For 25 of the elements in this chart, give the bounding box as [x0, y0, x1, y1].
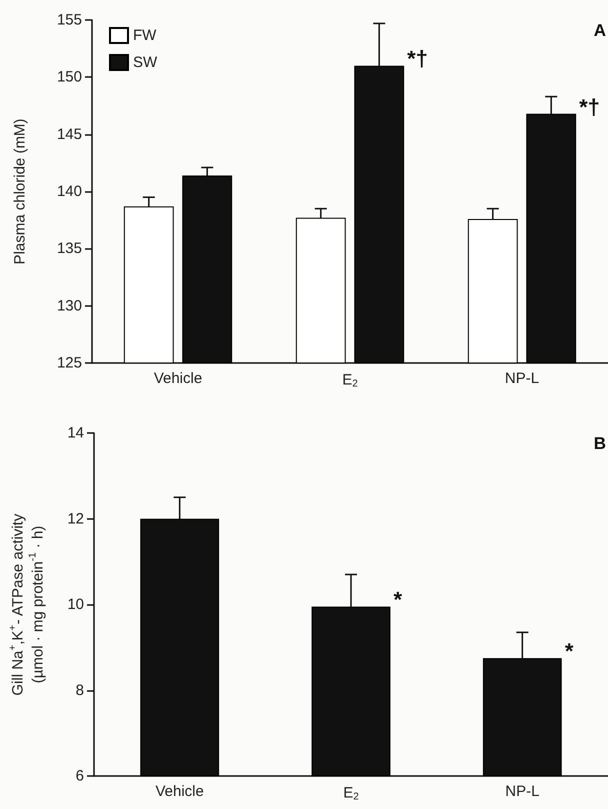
- y-tick-label: 125: [56, 354, 82, 372]
- annotation: *: [394, 587, 403, 612]
- y-tick-label: 14: [67, 424, 84, 442]
- y-tick-label: 140: [56, 183, 82, 200]
- x-tick-label: Vehicle: [155, 783, 204, 800]
- annotation: *†: [579, 94, 600, 120]
- x-tick-label: NP-L: [504, 370, 540, 387]
- y-tick-label: 135: [56, 240, 82, 258]
- y-tick-label: 12: [67, 510, 84, 528]
- y-tick-label: 6: [76, 768, 84, 784]
- y-tick-label: 8: [76, 682, 84, 699]
- legend-label: FW: [133, 27, 158, 44]
- y-tick-label: 130: [56, 297, 82, 314]
- y-tick-label: 10: [67, 596, 84, 613]
- annotation: B: [594, 434, 606, 453]
- annotation: A: [594, 21, 606, 40]
- x-tick-label: NP-L: [505, 783, 540, 800]
- y-tick-label: 145: [56, 126, 82, 143]
- y-axis-title: Plasma chloride (mM): [12, 118, 28, 264]
- legend-label: SW: [133, 54, 158, 71]
- y-tick-label: 150: [56, 68, 82, 86]
- x-tick-label: Vehicle: [154, 370, 202, 387]
- annotation: *†: [407, 46, 428, 72]
- annotation: *: [564, 638, 574, 664]
- y-tick-label: 155: [56, 12, 82, 28]
